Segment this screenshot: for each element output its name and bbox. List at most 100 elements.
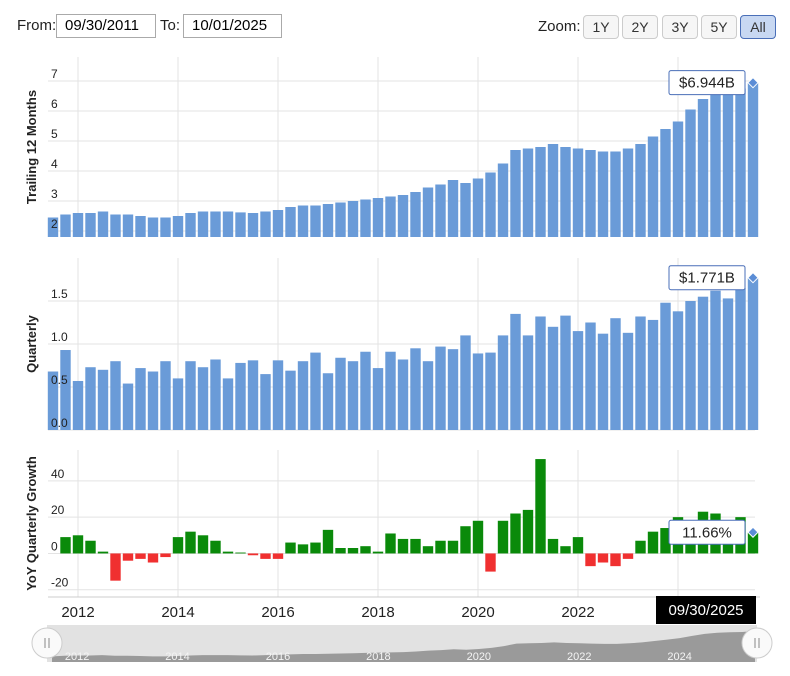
bar [322,529,334,554]
bar [347,548,359,554]
y-axis-title: Trailing 12 Months [24,90,39,204]
bar [747,277,759,430]
from-label: From: [17,17,57,34]
bar [560,315,571,430]
bar [460,335,471,430]
bar [385,196,396,237]
bar [685,301,696,430]
tooltip-box [668,265,746,291]
navigator-label: 2022 [567,651,591,663]
crosshair-box [656,596,756,624]
bar [360,546,371,554]
tooltip-box [668,70,746,96]
bar [510,513,521,554]
bar [735,288,746,430]
bar [197,211,209,237]
bar [360,199,371,237]
bar [647,319,659,430]
y-tick-label: -20 [51,576,69,590]
bar [322,373,334,430]
bar [435,184,446,237]
bar [172,216,184,237]
bar [497,163,509,237]
zoom-button[interactable]: All [740,15,776,39]
bar [635,144,646,237]
bar [210,540,221,554]
zoom-button[interactable]: 5Y [701,15,737,39]
bar [747,82,759,238]
y-tick-label: 0.0 [51,416,68,430]
from-date-input[interactable]: 09/30/2011 [56,14,156,38]
zoom-button[interactable]: 3Y [662,15,698,39]
bar [472,520,484,554]
bar [622,332,634,430]
navigator-handle[interactable] [31,627,63,659]
bar [47,217,59,237]
bar [735,88,746,237]
bar [160,217,171,237]
bar [410,192,421,237]
bar [247,553,259,556]
tooltip-text: $6.944B [679,75,735,92]
bar [122,553,134,561]
bar [397,359,409,430]
bar [72,380,84,430]
bar [560,546,571,554]
bar [447,349,459,430]
y-tick-label: 40 [51,467,65,481]
zoom-button[interactable]: 2Y [622,15,658,39]
bar [622,148,634,237]
bar [260,374,271,430]
bar [510,313,521,430]
bar [597,151,609,237]
bar [72,535,84,554]
bar [172,378,184,430]
tooltip-text: $1.771B [679,270,735,287]
bar [585,150,596,237]
zoom-label: Zoom: [538,18,581,35]
bar [497,520,509,554]
bar [247,360,259,430]
bar [610,318,621,430]
bar [422,361,434,430]
bar [97,211,109,237]
to-date-input[interactable]: 10/01/2025 [183,14,282,38]
bar [622,553,634,559]
bar [185,361,196,430]
tooltip-text: 11.66% [682,524,732,541]
bar [47,371,59,430]
bar [185,213,196,237]
navigator-handle[interactable] [741,627,773,659]
point-marker [747,76,759,89]
bar [235,552,246,554]
bar [410,348,421,430]
y-tick-label: 0 [51,539,58,553]
zoom-button[interactable]: 1Y [583,15,619,39]
bar [585,322,596,430]
bar [572,537,584,554]
bar [222,551,234,554]
bar [285,207,296,237]
bar [597,333,609,430]
y-tick-label: 7 [51,67,58,81]
bar [435,540,446,554]
bar [472,353,484,430]
bar [560,147,571,237]
bar [535,459,546,554]
bar [122,214,134,237]
handle-grip [44,638,50,648]
bar [722,90,734,237]
bar [210,359,221,430]
bar [485,553,496,572]
bar [260,553,271,559]
bar [172,537,184,554]
bar [160,553,171,558]
bar [460,183,471,237]
bar [585,553,596,567]
bar [397,195,409,237]
navigator-area [52,630,755,662]
x-tick-label: 2014 [161,604,194,621]
bar [335,202,346,237]
tooltip-box [668,519,746,545]
